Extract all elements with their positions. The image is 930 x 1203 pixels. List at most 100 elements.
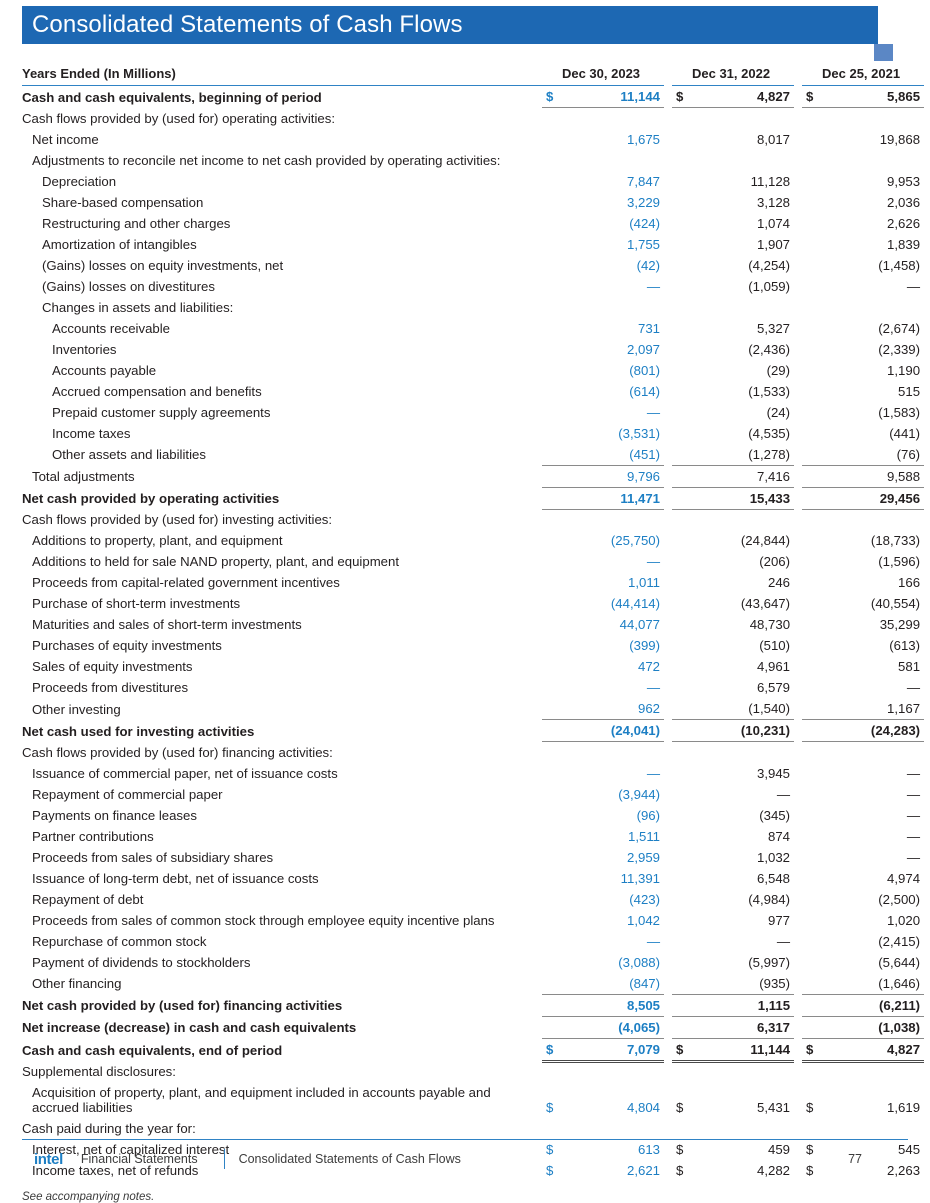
column-gap bbox=[794, 994, 802, 1016]
cell-value: 545 bbox=[898, 1142, 921, 1157]
currency-symbol bbox=[542, 972, 562, 995]
table-row: Net income 1,675 8,017 19,868 bbox=[22, 129, 924, 150]
column-gap bbox=[794, 551, 802, 572]
cell-value bbox=[822, 150, 924, 171]
column-gap bbox=[794, 487, 802, 509]
currency-symbol bbox=[542, 1061, 562, 1082]
currency-symbol bbox=[542, 656, 562, 677]
cell-value: 8,505 bbox=[562, 994, 665, 1017]
row-label: Repayment of debt bbox=[32, 891, 144, 907]
cell-value: (801) bbox=[629, 362, 661, 378]
row-label: Cash paid during the year for: bbox=[22, 1121, 196, 1136]
currency-symbol bbox=[802, 614, 822, 635]
cell-value: 459 bbox=[768, 1142, 791, 1157]
row-label: Proceeds from sales of common stock thro… bbox=[32, 912, 495, 928]
row-label: Share-based compensation bbox=[42, 194, 204, 210]
banner-accent-square bbox=[874, 44, 893, 61]
currency-symbol bbox=[802, 318, 822, 339]
table-row: Purchases of equity investments (399) (510… bbox=[22, 635, 924, 656]
column-gap bbox=[664, 381, 672, 402]
currency-symbol bbox=[672, 339, 692, 360]
column-gap bbox=[794, 318, 802, 339]
column-gap bbox=[794, 889, 802, 910]
column-gap bbox=[794, 86, 802, 108]
currency-symbol bbox=[672, 234, 692, 255]
cell-value: 11,471 bbox=[562, 487, 665, 510]
column-gap bbox=[664, 86, 672, 108]
row-label: Other assets and liabilities bbox=[52, 447, 206, 462]
cell-value: 11,144 bbox=[692, 1038, 795, 1063]
currency-symbol bbox=[542, 443, 562, 466]
currency-symbol bbox=[542, 213, 562, 234]
column-gap bbox=[794, 1061, 802, 1082]
column-gap bbox=[664, 530, 672, 551]
cell-value: (2,415) bbox=[878, 933, 921, 949]
column-gap bbox=[664, 318, 672, 339]
column-gap bbox=[664, 720, 672, 742]
row-label: Other financing bbox=[32, 976, 122, 991]
table-row: Proceeds from divestitures — 6,579 — bbox=[22, 677, 924, 698]
table-row: Cash and cash equivalents, end of period… bbox=[22, 1038, 925, 1063]
currency-symbol bbox=[542, 234, 562, 255]
currency-symbol bbox=[802, 234, 822, 255]
currency-symbol bbox=[542, 868, 562, 889]
currency-symbol bbox=[542, 742, 562, 763]
column-gap bbox=[664, 487, 672, 509]
column-header-label: Years Ended (In Millions) bbox=[22, 62, 542, 86]
row-label: Repurchase of common stock bbox=[32, 933, 207, 949]
column-gap bbox=[664, 889, 672, 910]
cell-value: 5,431 bbox=[757, 1100, 791, 1115]
column-gap bbox=[794, 742, 802, 763]
cell-value: 4,827 bbox=[692, 85, 795, 108]
footer-page-number: 77 bbox=[848, 1152, 862, 1166]
cell-value bbox=[562, 1061, 664, 1082]
cell-value bbox=[562, 108, 664, 129]
row-label: Supplemental disclosures: bbox=[22, 1064, 176, 1079]
currency-symbol bbox=[672, 763, 692, 784]
column-header-2023: Dec 30, 2023 bbox=[542, 62, 665, 86]
row-label: Net income bbox=[32, 131, 99, 147]
cell-value: (206) bbox=[759, 554, 791, 569]
currency-symbol bbox=[542, 994, 562, 1017]
currency-symbol bbox=[802, 402, 822, 423]
currency-symbol bbox=[672, 171, 692, 192]
cell-value: (1,059) bbox=[748, 278, 791, 294]
table-row: Repayment of debt (423) (4,984) (2,500) bbox=[22, 889, 924, 910]
table-row: Issuance of long-term debt, net of issua… bbox=[22, 868, 924, 889]
currency-symbol bbox=[542, 698, 562, 720]
column-gap bbox=[794, 847, 802, 868]
cell-value: 7,079 bbox=[562, 1038, 665, 1063]
cell-value: 1,755 bbox=[627, 236, 661, 252]
table-row: Additions to property, plant, and equipm… bbox=[22, 530, 924, 551]
cell-value: 35,299 bbox=[879, 617, 921, 632]
column-gap bbox=[664, 931, 672, 952]
currency-symbol bbox=[802, 530, 822, 551]
currency-symbol bbox=[672, 698, 693, 720]
currency-symbol bbox=[802, 276, 822, 297]
currency-symbol bbox=[542, 487, 562, 510]
currency-symbol bbox=[672, 910, 692, 931]
currency-symbol bbox=[802, 487, 823, 510]
page-title: Consolidated Statements of Cash Flows bbox=[32, 11, 463, 38]
currency-symbol: $ bbox=[802, 85, 823, 108]
cell-value bbox=[822, 1118, 924, 1139]
row-label: Maturities and sales of short-term inves… bbox=[32, 617, 302, 632]
cell-value: — bbox=[776, 933, 791, 949]
row-label: Cash and cash equivalents, end of period bbox=[22, 1043, 283, 1058]
currency-symbol bbox=[542, 931, 562, 952]
column-gap bbox=[664, 402, 672, 423]
cell-value: (1,646) bbox=[822, 972, 925, 995]
cell-value bbox=[562, 1118, 664, 1139]
row-label: Inventories bbox=[52, 341, 117, 357]
currency-symbol bbox=[672, 192, 692, 213]
currency-symbol bbox=[802, 423, 822, 444]
column-gap bbox=[664, 360, 672, 381]
currency-symbol bbox=[672, 572, 692, 593]
row-label: Net cash provided by operating activitie… bbox=[22, 491, 280, 506]
table-row: Net cash used for investing activities (2… bbox=[22, 719, 925, 742]
column-gap bbox=[664, 192, 672, 213]
table-row: Share-based compensation 3,229 3,128 2,036 bbox=[22, 192, 924, 213]
row-label: Payments on finance leases bbox=[32, 807, 197, 823]
currency-symbol bbox=[802, 910, 822, 931]
currency-symbol bbox=[672, 402, 692, 423]
